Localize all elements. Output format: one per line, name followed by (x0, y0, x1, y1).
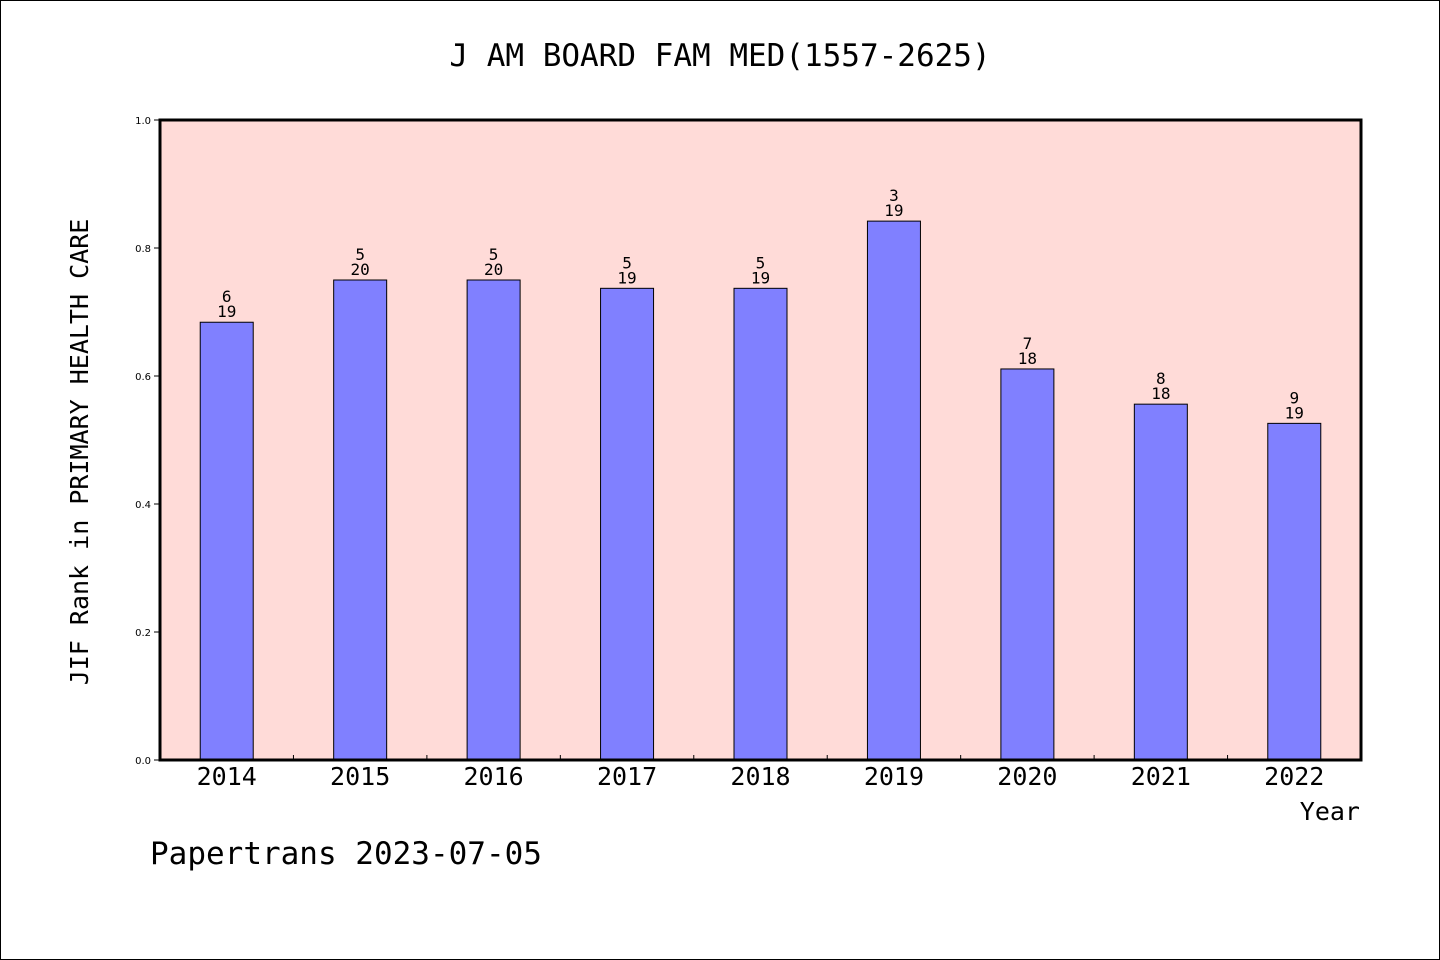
total-label-2016: 20 (484, 260, 503, 279)
bar-2020 (1000, 368, 1055, 761)
bar-2019 (866, 220, 921, 761)
rank-label-2021: 8 (1156, 369, 1166, 388)
y-tick-label: 0.2 (135, 628, 151, 639)
y-tick-label: 0.4 (135, 500, 151, 511)
rank-label-2019: 3 (889, 186, 899, 205)
bar-2021 (1133, 403, 1188, 761)
rank-label-2022: 9 (1289, 388, 1299, 407)
plot-border (158, 118, 1363, 762)
x-tick-label-2020: 2020 (997, 762, 1057, 791)
footer-credit: Papertrans 2023-07-05 (150, 836, 542, 872)
x-tick-label-2015: 2015 (330, 762, 390, 791)
x-tick-label-2014: 2014 (197, 762, 257, 791)
y-axis-label: JIF Rank in PRIMARY HEALTH CARE (65, 219, 94, 686)
x-axis-label: Year (1300, 797, 1360, 826)
bar-2014 (199, 321, 254, 761)
x-tick-label-2017: 2017 (597, 762, 657, 791)
rank-label-2016: 5 (489, 245, 499, 264)
total-label-2019: 19 (884, 201, 903, 220)
x-tick-label-2016: 2016 (464, 762, 524, 791)
bar-2017 (600, 287, 655, 761)
bar-2015 (333, 279, 388, 761)
x-axis-ticks: 2014 2015 2016 2017 2018 2019 2020 2021 2022 (197, 755, 1324, 791)
x-tick-label-2018: 2018 (730, 762, 790, 791)
x-tick-label-2021: 2021 (1131, 762, 1191, 791)
total-label-2014: 19 (217, 302, 236, 321)
y-tick-label: 1.0 (135, 116, 151, 127)
rank-label-2018: 5 (756, 253, 766, 272)
y-tick-label: 0.8 (135, 244, 151, 255)
x-tick-label-2022: 2022 (1264, 762, 1324, 791)
bar-2022 (1267, 422, 1322, 761)
rank-label-2017: 5 (622, 253, 632, 272)
y-tick-label: 0.0 (135, 756, 151, 767)
bar-2018 (733, 287, 788, 761)
y-axis-ticks: 0.0 0.2 0.4 0.6 0.8 1.0 (135, 116, 160, 767)
total-label-2018: 19 (751, 268, 770, 287)
total-label-2021: 18 (1151, 384, 1170, 403)
rank-label-2014: 6 (222, 287, 232, 306)
rank-label-2015: 5 (355, 245, 365, 264)
x-tick-label-2019: 2019 (864, 762, 924, 791)
total-label-2015: 20 (351, 260, 370, 279)
y-tick-label: 0.6 (135, 372, 151, 383)
total-label-2022: 19 (1285, 403, 1304, 422)
chart-title: J AM BOARD FAM MED(1557-2625) (449, 38, 990, 74)
total-label-2020: 18 (1018, 349, 1037, 368)
bar-2016 (466, 279, 521, 761)
rank-label-2020: 7 (1023, 334, 1033, 353)
bars-layer (199, 220, 1322, 761)
total-label-2017: 19 (617, 268, 636, 287)
